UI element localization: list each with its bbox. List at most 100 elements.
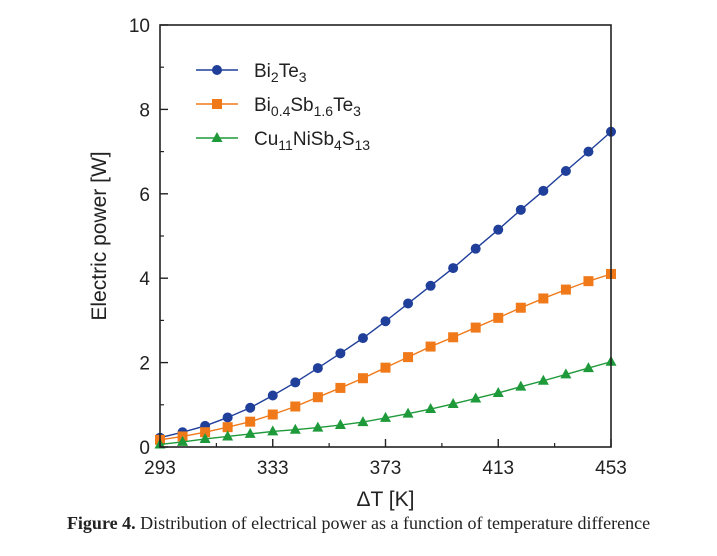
data-point bbox=[199, 432, 211, 443]
legend-label-part: 4 bbox=[334, 137, 342, 153]
data-point bbox=[290, 401, 301, 412]
data-point bbox=[335, 348, 346, 359]
data-point bbox=[267, 425, 279, 436]
data-point bbox=[245, 416, 256, 427]
data-point bbox=[177, 435, 189, 446]
data-point bbox=[380, 316, 391, 327]
x-tick-label: 413 bbox=[482, 458, 514, 479]
figure-caption: Figure 4. Distribution of electrical pow… bbox=[0, 513, 717, 534]
legend-label-part: Cu bbox=[254, 129, 278, 150]
data-point bbox=[335, 382, 346, 393]
y-tick-label: 8 bbox=[139, 100, 150, 121]
legend-label-part: NiSb bbox=[293, 129, 334, 150]
data-point bbox=[492, 386, 504, 397]
data-point bbox=[515, 302, 526, 313]
legend-label-part: 2 bbox=[271, 69, 279, 85]
data-point bbox=[425, 403, 437, 414]
data-point bbox=[289, 423, 301, 434]
data-point bbox=[200, 427, 211, 438]
figure-caption-text: Distribution of electrical power as a fu… bbox=[135, 513, 651, 533]
data-point bbox=[312, 363, 323, 374]
legend-label-part: S bbox=[342, 129, 355, 150]
legend-label: Bi0.4Sb1.6Te3 bbox=[254, 95, 361, 119]
data-point bbox=[515, 380, 527, 391]
data-point bbox=[267, 409, 278, 420]
legend-label-part: Bi bbox=[254, 61, 271, 82]
x-tick-label: 373 bbox=[370, 458, 402, 479]
data-point bbox=[493, 224, 504, 235]
data-point bbox=[425, 280, 436, 291]
data-point bbox=[222, 422, 233, 433]
legend-marker bbox=[212, 65, 222, 75]
y-tick-label: 0 bbox=[139, 438, 150, 459]
legend-label: Bi2Te3 bbox=[254, 61, 307, 85]
data-point bbox=[448, 263, 459, 274]
x-tick-label: 453 bbox=[595, 458, 627, 479]
legend-label-part: 3 bbox=[299, 69, 307, 85]
data-point bbox=[403, 298, 414, 309]
data-point bbox=[357, 416, 369, 427]
y-axis-label: Electric power [W] bbox=[88, 151, 111, 320]
legend-marker bbox=[211, 132, 223, 142]
data-point bbox=[583, 146, 594, 157]
data-point bbox=[560, 284, 571, 295]
legend-label-part: Te bbox=[333, 95, 353, 116]
y-tick-label: 6 bbox=[139, 185, 150, 206]
data-point bbox=[244, 427, 256, 438]
series-layer bbox=[154, 126, 617, 449]
data-point bbox=[515, 204, 526, 215]
data-point bbox=[380, 411, 391, 422]
legend-label-part: 1.6 bbox=[314, 103, 334, 119]
data-point bbox=[447, 397, 459, 408]
series-square bbox=[155, 268, 616, 445]
legend-label-part: Te bbox=[279, 61, 299, 82]
data-point bbox=[290, 377, 301, 388]
legend-label-part: 0.4 bbox=[271, 103, 291, 119]
data-point bbox=[425, 341, 436, 352]
legend-entry: Cu11NiSb4S13 bbox=[196, 129, 370, 153]
data-point bbox=[222, 430, 234, 441]
legend-label: Cu11NiSb4S13 bbox=[254, 129, 370, 153]
data-point bbox=[470, 243, 481, 254]
legend-label-part: 13 bbox=[355, 137, 371, 153]
legend-entry: Bi0.4Sb1.6Te3 bbox=[196, 95, 361, 119]
data-point bbox=[538, 293, 549, 304]
data-point bbox=[357, 333, 368, 344]
data-point bbox=[560, 166, 571, 177]
data-point bbox=[403, 352, 414, 363]
legend-label-part: Bi bbox=[254, 95, 271, 116]
data-point bbox=[334, 419, 346, 430]
data-point bbox=[582, 362, 594, 373]
series-triangle bbox=[154, 355, 617, 449]
data-point bbox=[560, 368, 572, 379]
data-point bbox=[312, 392, 323, 403]
data-point bbox=[538, 185, 549, 196]
y-tick-label: 4 bbox=[139, 269, 150, 290]
x-axis-label: ΔT [K] bbox=[357, 488, 415, 511]
series-circle bbox=[155, 126, 616, 443]
y-tick-label: 2 bbox=[139, 354, 150, 375]
legend-marker bbox=[212, 99, 222, 109]
data-point bbox=[470, 392, 482, 403]
data-point bbox=[380, 362, 391, 373]
legend-label-part: 3 bbox=[353, 103, 361, 119]
legend-label-part: Sb bbox=[290, 95, 313, 116]
data-point bbox=[222, 412, 233, 423]
data-point bbox=[245, 402, 256, 413]
legend-label-part: 11 bbox=[278, 137, 293, 153]
y-tick-label: 10 bbox=[129, 16, 150, 37]
x-tick-label: 293 bbox=[144, 458, 176, 479]
data-point bbox=[402, 407, 414, 418]
data-point bbox=[470, 322, 481, 333]
data-point bbox=[312, 421, 324, 432]
data-point bbox=[448, 332, 459, 343]
x-tick-label: 333 bbox=[257, 458, 289, 479]
data-point bbox=[267, 390, 278, 401]
data-point bbox=[583, 276, 594, 287]
legend-entry: Bi2Te3 bbox=[196, 61, 307, 85]
series-line bbox=[159, 131, 612, 439]
data-point bbox=[537, 374, 549, 385]
